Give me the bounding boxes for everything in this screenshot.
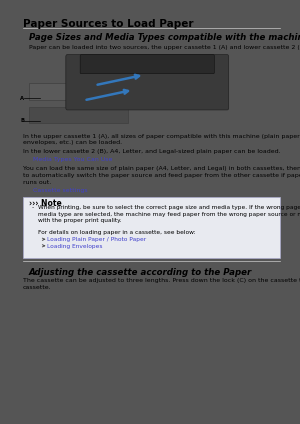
FancyArrowPatch shape [42,245,45,247]
Text: Cassette settings: Cassette settings [33,188,87,193]
Text: -: - [31,206,34,210]
FancyArrowPatch shape [86,90,128,100]
Text: A: A [20,95,24,100]
Text: Loading Plain Paper / Photo Paper: Loading Plain Paper / Photo Paper [47,237,146,242]
FancyBboxPatch shape [28,107,128,123]
Text: When printing, be sure to select the correct page size and media type. If the wr: When printing, be sure to select the cor… [38,206,300,223]
Text: ››› Note: ››› Note [28,199,61,208]
Text: In the upper cassette 1 (A), all sizes of paper compatible with this machine (pl: In the upper cassette 1 (A), all sizes o… [23,134,300,145]
Text: Loading Envelopes: Loading Envelopes [47,244,103,249]
Text: Paper Sources to Load Paper: Paper Sources to Load Paper [23,19,194,29]
Text: Adjusting the cassette according to the Paper: Adjusting the cassette according to the … [28,268,252,277]
FancyBboxPatch shape [66,55,229,110]
Text: You can load the same size of plain paper (A4, Letter, and Legal) in both casset: You can load the same size of plain pape… [23,166,300,184]
FancyArrowPatch shape [98,75,139,85]
Text: In the lower cassette 2 (B), A4, Letter, and Legal-sized plain paper can be load: In the lower cassette 2 (B), A4, Letter,… [23,149,281,154]
FancyArrowPatch shape [27,159,29,161]
FancyBboxPatch shape [80,55,214,74]
FancyBboxPatch shape [23,197,280,258]
Text: Paper can be loaded into two sources, the upper cassette 1 (A) and lower cassett: Paper can be loaded into two sources, th… [28,45,300,50]
Text: Page Sizes and Media Types compatible with the machine: Page Sizes and Media Types compatible wi… [28,33,300,42]
Text: Media Types You Can Use: Media Types You Can Use [33,157,112,162]
FancyArrowPatch shape [27,190,29,192]
FancyBboxPatch shape [28,83,134,100]
Text: The cassette can be adjusted to three lengths. Press down the lock (C) on the ca: The cassette can be adjusted to three le… [23,278,300,290]
FancyArrowPatch shape [42,238,45,240]
Text: For details on loading paper in a cassette, see below:: For details on loading paper in a casset… [38,230,196,235]
Text: B: B [20,118,24,123]
